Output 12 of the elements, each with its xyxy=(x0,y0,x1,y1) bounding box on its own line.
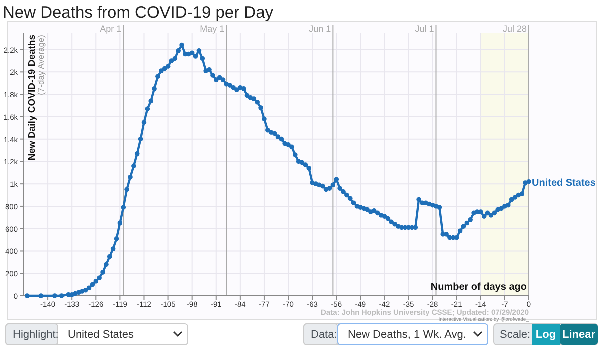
scale-toggle: Scale: Log Linear xyxy=(494,324,598,346)
ref-line-label: Jul 1 xyxy=(415,24,434,34)
data-dropdown: Data: New Deaths, 1 Wk. Avg. xyxy=(304,324,488,346)
x-axis-title: Number of days ago xyxy=(430,282,527,293)
highlight-dropdown: Highlight: United States xyxy=(6,324,188,346)
series-label: United States xyxy=(532,178,596,189)
chart-title: New Deaths from COVID-19 per Day xyxy=(3,4,274,22)
y-axis-title: New Daily COVID-19 Deaths (7-day Average) xyxy=(27,34,46,161)
ref-line-label: Apr 1 xyxy=(100,24,122,34)
ref-line-label: Jun 1 xyxy=(309,24,332,34)
ref-line-label: May 1 xyxy=(200,24,225,34)
ref-line-label: Jul 28 xyxy=(502,24,527,34)
